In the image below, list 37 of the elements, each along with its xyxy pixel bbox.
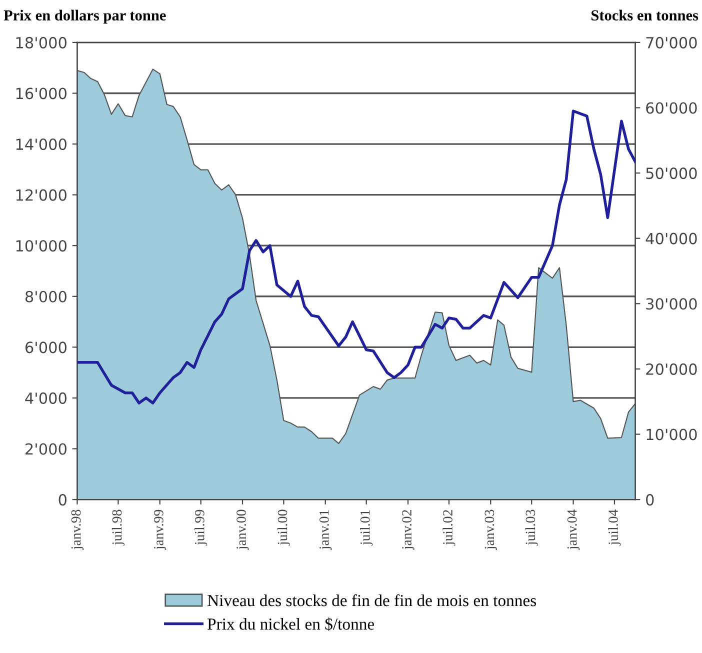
- x-tick-label: janv.03: [484, 510, 497, 550]
- x-tick-label: juil.02: [442, 510, 456, 546]
- x-tick-label: janv.98: [71, 510, 84, 550]
- x-tick-label: juil.03: [525, 510, 538, 546]
- y-tick-label: 8'000: [25, 290, 66, 302]
- y2-tick-label: 70'000: [646, 36, 697, 48]
- x-tick-label: juil.98: [112, 510, 124, 546]
- line-series: [77, 110, 636, 404]
- x-tick-label: janv.00: [236, 510, 249, 550]
- x-tick-label: janv.99: [154, 510, 166, 550]
- x-tick-label: juil.01: [360, 510, 373, 546]
- x-tick-label: janv.01: [319, 510, 332, 550]
- y-tick-label: 4'000: [25, 392, 66, 404]
- y-tick-label: 18'000: [16, 36, 66, 48]
- x-tick-label: juil.04: [608, 509, 621, 546]
- legend-label: Niveau des stocks de fin de fin de mois en tonnes: [208, 594, 536, 606]
- y-tick-label: 16'000: [16, 88, 66, 100]
- y2-tick-label: 50'000: [646, 168, 697, 180]
- x-tick-label: janv.04: [567, 509, 580, 550]
- y2-tick-label: 40'000: [646, 232, 697, 244]
- y2-axis-title: Stocks en tonnes: [591, 10, 698, 21]
- x-tick-label: juil.99: [194, 510, 208, 546]
- y-axis-title: Prix en dollars par tonne: [4, 10, 166, 24]
- y2-tick-label: 0: [646, 494, 654, 506]
- x-tick-label: juil.00: [277, 510, 290, 546]
- y2-tick-label: 60'000: [646, 102, 697, 114]
- y-tick-label: 6'000: [25, 342, 66, 354]
- y2-tick-label: 10'000: [646, 428, 697, 440]
- y2-tick-label: 20'000: [646, 363, 697, 375]
- y2-tick-label: 30'000: [646, 298, 697, 310]
- x-tick-label: janv.02: [402, 510, 414, 550]
- y-tick-label: 10'000: [16, 240, 66, 252]
- y-tick-label: 14'000: [16, 138, 66, 150]
- y-tick-label: 0: [58, 494, 66, 506]
- legend-label: Prix du nickel en $/tonne: [208, 618, 374, 631]
- y-tick-label: 2'000: [26, 443, 66, 455]
- y-tick-label: 12'000: [16, 189, 66, 201]
